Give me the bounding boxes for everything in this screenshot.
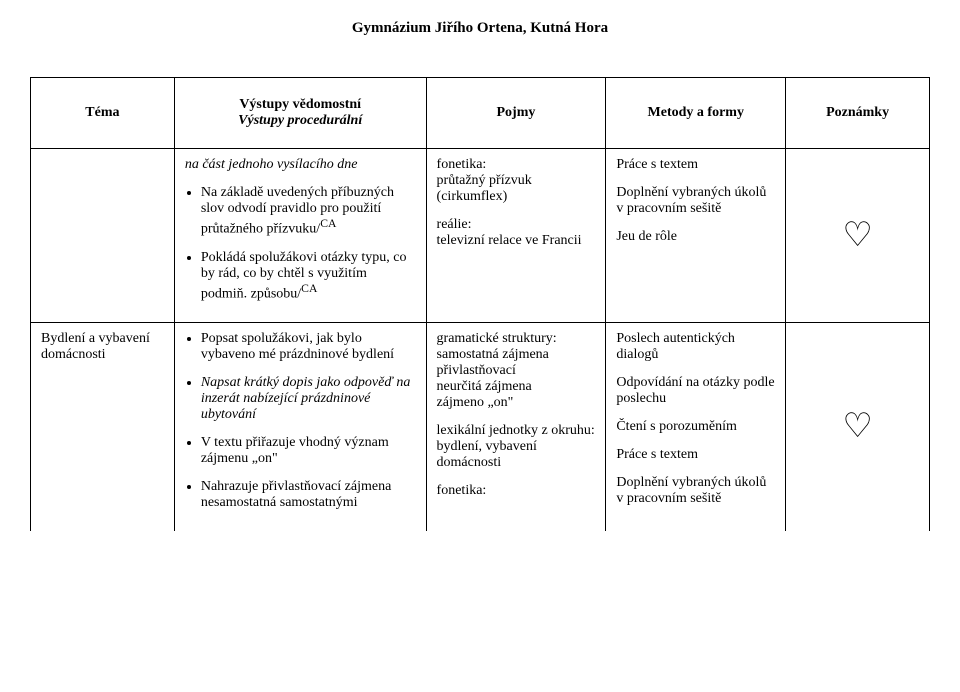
metody2-m4: Práce s textem [616, 447, 775, 463]
pojmy2-l3: neurčitá zájmena [437, 379, 596, 395]
table-row: Bydlení a vybavení domácnosti Popsat spo… [31, 323, 930, 532]
vystupy1-b2-sup: CA [301, 282, 317, 295]
cell-pojmy-1: fonetika: průtažný přízvuk (cirkumflex) … [426, 149, 606, 323]
cell-poznamky-2: ♡ [786, 323, 930, 532]
col-vystupy-line2: Výstupy procedurální [185, 113, 416, 129]
pojmy1-l4: televizní relace ve Francii [437, 233, 596, 249]
page-header: Gymnázium Jiřího Ortena, Kutná Hora [30, 20, 930, 37]
cell-vystupy-2: Popsat spolužákovi, jak bylo vybaveno mé… [174, 323, 426, 532]
pojmy2-l7: fonetika: [437, 483, 596, 499]
list-item: Na základě uvedených příbuzných slov odv… [201, 185, 416, 238]
vystupy1-list: Na základě uvedených příbuzných slov odv… [185, 185, 416, 302]
metody1-m3: Jeu de rôle [616, 229, 775, 245]
cell-tema-2: Bydlení a vybavení domácnosti [31, 323, 175, 532]
metody2-m5: Doplnění vybraných úkolů v pracovním seš… [616, 475, 775, 507]
metody1-m1: Práce s textem [616, 157, 775, 173]
vystupy2-list: Popsat spolužákovi, jak bylo vybaveno mé… [185, 331, 416, 511]
metody2-m1: Poslech autentických dialogů [616, 331, 775, 363]
table-header-row: Téma Výstupy vědomostní Výstupy procedur… [31, 78, 930, 149]
pojmy2-l4: zájmeno „on" [437, 395, 596, 411]
cell-tema-1 [31, 149, 175, 323]
vystupy1-b1-text: Na základě uvedených příbuzných slov odv… [201, 185, 394, 237]
list-item: Napsat krátký dopis jako odpověď na inze… [201, 375, 416, 423]
col-poznamky: Poznámky [786, 78, 930, 149]
cell-poznamky-1: ♡ [786, 149, 930, 323]
list-item: Pokládá spolužákovi otázky typu, co by r… [201, 250, 416, 303]
pojmy1-l2: průtažný přízvuk (cirkumflex) [437, 173, 596, 205]
curriculum-table: Téma Výstupy vědomostní Výstupy procedur… [30, 77, 930, 531]
list-item: Popsat spolužákovi, jak bylo vybaveno mé… [201, 331, 416, 363]
heart-icon: ♡ [796, 219, 919, 253]
table-row: na část jednoho vysílacího dne Na základ… [31, 149, 930, 323]
vystupy1-b1-sup: CA [320, 217, 336, 230]
metody2-m2: Odpovídání na otázky podle poslechu [616, 375, 775, 407]
metody1-m2: Doplnění vybraných úkolů v pracovním seš… [616, 185, 775, 217]
cell-vystupy-1: na část jednoho vysílacího dne Na základ… [174, 149, 426, 323]
col-vystupy-line1: Výstupy vědomostní [185, 97, 416, 113]
col-metody: Metody a formy [606, 78, 786, 149]
pojmy2-l2: samostatná zájmena přivlastňovací [437, 347, 596, 379]
cell-metody-1: Práce s textem Doplnění vybraných úkolů … [606, 149, 786, 323]
vystupy1-intro: na část jednoho vysílacího dne [185, 157, 416, 173]
col-tema: Téma [31, 78, 175, 149]
pojmy2-l6: bydlení, vybavení domácnosti [437, 439, 596, 471]
pojmy1-l1: fonetika: [437, 157, 596, 173]
pojmy2-l1: gramatické struktury: [437, 331, 596, 347]
list-item: Nahrazuje přivlastňovací zájmena nesamos… [201, 479, 416, 511]
pojmy2-l5: lexikální jednotky z okruhu: [437, 423, 596, 439]
col-vystupy: Výstupy vědomostní Výstupy procedurální [174, 78, 426, 149]
cell-metody-2: Poslech autentických dialogů Odpovídání … [606, 323, 786, 532]
metody2-m3: Čtení s porozuměním [616, 419, 775, 435]
cell-pojmy-2: gramatické struktury: samostatná zájmena… [426, 323, 606, 532]
col-pojmy: Pojmy [426, 78, 606, 149]
list-item: V textu přiřazuje vhodný význam zájmenu … [201, 435, 416, 467]
heart-icon: ♡ [796, 410, 919, 444]
pojmy1-l3: reálie: [437, 217, 596, 233]
